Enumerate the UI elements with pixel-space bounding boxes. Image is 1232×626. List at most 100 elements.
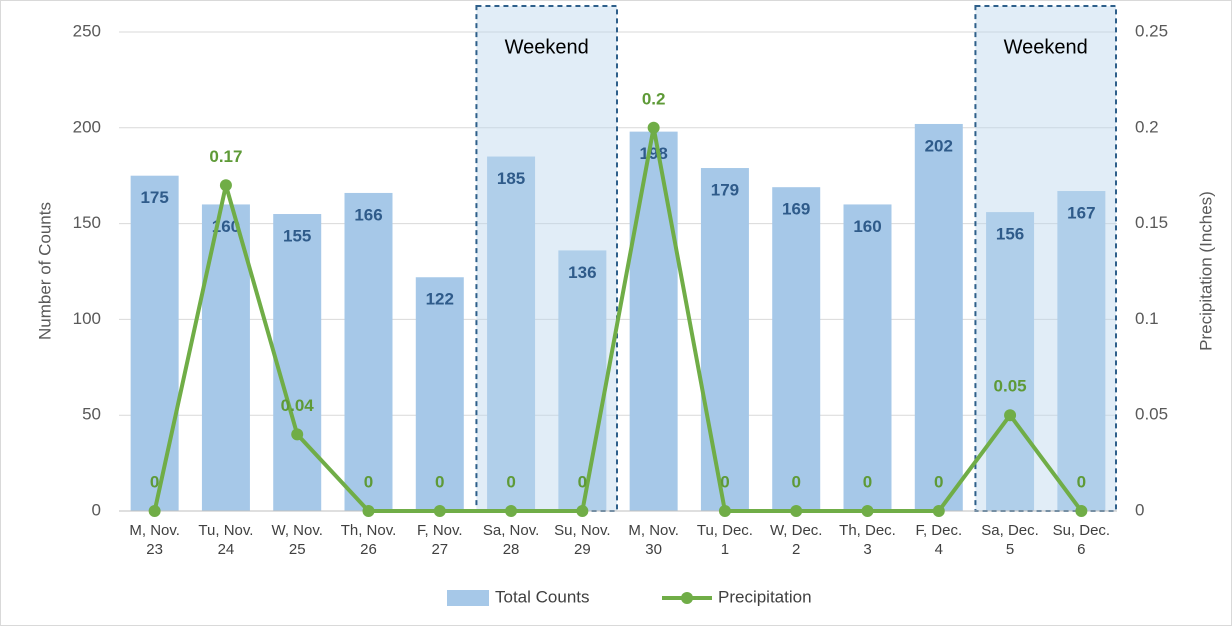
x-tick-label: 2 [792,541,800,558]
x-tick-label: M, Nov. [129,522,180,539]
bar [914,123,963,511]
line-point [1004,409,1017,422]
y-axis-title: Number of Counts [35,202,54,340]
annotation: Weekend [1004,36,1088,58]
x-tick-label: 1 [721,541,729,558]
line-point [861,505,874,517]
bar [558,250,607,511]
line-value-label: 0 [720,472,729,491]
line-value-label: 0 [934,472,943,491]
bar-value-label: 136 [568,263,596,282]
legend-label: Precipitation [718,587,812,606]
line-point [576,505,589,517]
bar-value-label: 202 [925,136,953,155]
x-tick-label: 30 [645,541,662,558]
bar [1057,191,1106,511]
bar [700,168,749,511]
bar [273,214,322,511]
bar-value-label: 160 [853,217,881,236]
bar [629,131,678,511]
bar-value-label: 155 [283,227,311,246]
line-point [932,505,945,517]
y2-tick-label: 0.1 [1135,309,1159,328]
line-value-label: 0 [578,472,587,491]
y2-tick-label: 0.05 [1135,405,1168,424]
bar [843,204,892,511]
y-tick-label: 150 [73,213,101,232]
line-point [718,505,731,517]
x-tick-label: M, Nov. [628,522,679,539]
y-tick-label: 50 [82,405,101,424]
line-point [291,428,304,441]
line-value-label: 0 [364,472,373,491]
x-tick-label: Tu, Nov. [198,522,253,539]
line [152,125,1083,513]
annotation: Weekend [505,36,589,58]
bar [487,156,536,512]
x-tick-label: 29 [574,541,591,558]
x-tick-label: F, Nov. [417,522,463,539]
bar-value-label: 166 [354,205,382,224]
x-tick-label: F, Dec. [915,522,962,539]
weekend-box [475,5,618,512]
y-tick-label: 250 [73,21,101,40]
x-tick-label: 5 [1006,541,1014,558]
x-tick-label: Su, Dec. [1053,522,1111,539]
line-point [790,505,803,517]
bar-value-label: 179 [711,181,739,200]
x-tick-label: Sa, Nov. [483,522,539,539]
line-point [647,121,660,134]
x-tick-label: Th, Dec. [839,522,896,539]
bar-value-label: 185 [497,169,525,188]
line-value-label: 0.17 [209,147,242,166]
x-tick-label: Su, Nov. [554,522,610,539]
bar-value-label: 156 [996,225,1024,244]
legend-label: Total Counts [495,587,590,606]
x-tick-label: Sa, Dec. [981,522,1039,539]
x-tick-label: 24 [218,541,235,558]
line-value-label: 0 [1077,472,1086,491]
x-tick-label: 25 [289,541,306,558]
bar-value-label: 198 [639,144,667,163]
x-tick-label: Tu, Dec. [697,522,753,539]
line-point [433,505,446,517]
legend-marker [681,592,693,604]
line-value-label: 0 [791,472,800,491]
line-point [148,505,161,517]
line-value-label: 0 [506,472,515,491]
bar-value-label: 175 [140,188,168,207]
weekend-box [974,5,1118,512]
bar-value-label: 122 [426,290,454,309]
bar [986,212,1035,511]
y2-tick-label: 0.25 [1135,21,1168,40]
x-tick-label: 4 [935,541,943,558]
y-tick-label: 200 [73,117,101,136]
line-value-label: 0.05 [994,377,1027,396]
line-value-label: 0.04 [281,396,315,415]
line-point [1075,505,1088,517]
bar [772,187,821,512]
y-tick-label: 0 [92,500,101,519]
y2-tick-label: 0 [1135,500,1144,519]
bar [344,192,393,511]
x-tick-label: 3 [863,541,871,558]
bar-value-label: 167 [1067,204,1095,223]
y2-tick-label: 0.15 [1135,213,1168,232]
x-tick-label: 26 [360,541,377,558]
x-tick-label: Th, Nov. [341,522,397,539]
bar-value-label: 169 [782,200,810,219]
y-tick-label: 100 [73,309,101,328]
x-tick-label: 6 [1077,541,1085,558]
line-point [362,505,375,517]
line-value-label: 0.2 [642,89,666,108]
line-value-label: 0 [863,472,872,491]
x-tick-label: W, Nov. [272,522,323,539]
x-tick-label: 27 [431,541,448,558]
line-point [505,505,518,517]
x-tick-label: 28 [503,541,520,558]
y2-tick-label: 0.2 [1135,117,1159,136]
y2-axis-title: Precipitation (Inches) [1196,191,1215,351]
bar [415,277,464,511]
x-tick-label: 23 [146,541,163,558]
